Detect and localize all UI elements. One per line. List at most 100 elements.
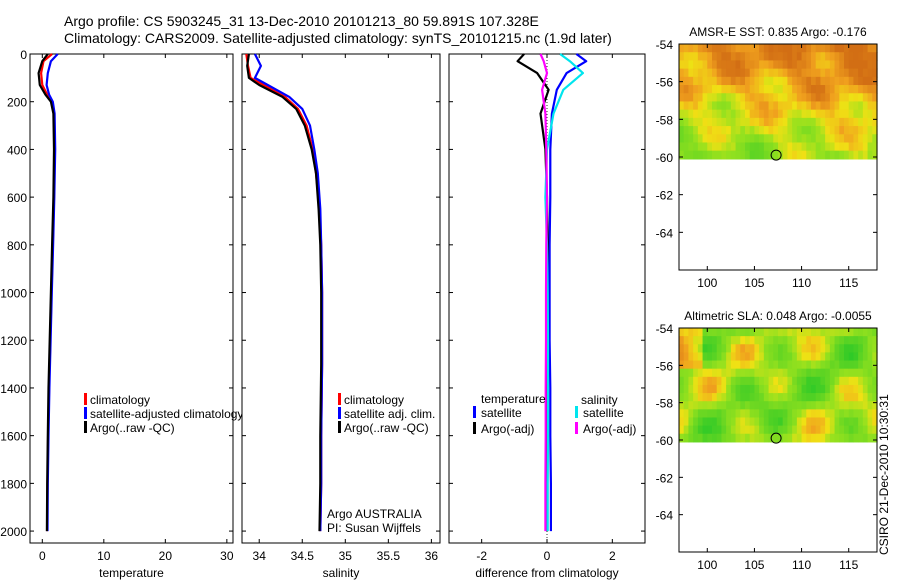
sla_map-cell [716, 328, 723, 337]
sst_map-cell [735, 93, 741, 103]
sla_map-cell [839, 344, 845, 353]
sla_map-argo-marker [770, 432, 782, 444]
sst_map-cell [839, 93, 845, 103]
sst_map-cell [702, 68, 708, 78]
sst_map-cell [773, 85, 779, 94]
legend-salinity-label: satellite [583, 406, 624, 420]
sst_map-cell [726, 109, 732, 119]
sst_map-cell [834, 109, 840, 119]
salinity-legend-swatch [338, 407, 341, 419]
sla_map-cell [820, 393, 826, 402]
sla_map-cell [815, 401, 822, 410]
sst_map-cell [763, 52, 770, 62]
sst_map-cell [862, 109, 869, 119]
sla_map-xtick-label: 115 [839, 558, 858, 572]
sst_map-cell [839, 117, 845, 127]
sst_map-cell [862, 126, 869, 135]
sst_map-cell [730, 93, 737, 103]
sla_map-cell [693, 433, 699, 443]
sst_map-cell [867, 68, 873, 78]
sst_map-cell [716, 101, 723, 111]
sst_map-cell [820, 142, 826, 152]
sst_map-cell [796, 52, 803, 62]
sla_map-cell [829, 401, 836, 410]
sla_map-cell [829, 328, 836, 337]
sst_map-ytick-label: -64 [656, 226, 674, 240]
sst_map-cell [740, 150, 746, 160]
sla_map-cell [801, 393, 807, 402]
sst_map-cell [848, 126, 855, 135]
sst_map-cell [688, 117, 694, 127]
sst_map-cell [730, 85, 737, 94]
sst_map-cell [730, 76, 737, 86]
sst_map-cell [825, 134, 831, 144]
sst_map-cell [712, 109, 718, 119]
sla_map-cell [787, 352, 793, 362]
sst_map-cell [844, 150, 850, 160]
sla_map-cell [754, 352, 760, 362]
sla_map-cell [829, 384, 836, 394]
sst_map-cell [867, 52, 873, 62]
sst_map-cell [712, 76, 718, 86]
sst_map-cell [773, 44, 779, 53]
sst_map-cell [726, 68, 732, 78]
sla_map-cell [759, 384, 765, 394]
sla_map-cell [787, 376, 793, 386]
sst_map-cell [811, 142, 817, 152]
sst_map-cell [806, 117, 812, 127]
sla_map-cell [768, 328, 774, 337]
sla_map-cell [858, 328, 864, 337]
sst_map-cell [787, 126, 793, 135]
sst_map-cell [815, 134, 822, 144]
sla_map-cell [697, 393, 704, 402]
sla_map-cell [796, 352, 803, 362]
sla_map-cell [801, 384, 807, 394]
sla_map-cell [716, 384, 723, 394]
sst_map-cell [792, 44, 798, 53]
sla_map-cell [749, 384, 756, 394]
temperature-legend-swatch [84, 421, 87, 433]
sla_map-cell [721, 352, 727, 362]
sla_map-cell [745, 393, 751, 402]
sst_map-cell [872, 85, 878, 94]
sst_map-cell [792, 109, 798, 119]
sst_map-cell [787, 117, 793, 127]
sst_map-cell [773, 68, 779, 78]
sla_map-cell [730, 384, 737, 394]
sst_map-cell [730, 109, 737, 119]
sst_map-cell [716, 142, 723, 152]
sst_map-cell [787, 142, 793, 152]
sla_map-cell [721, 368, 727, 378]
sst_map-cell [693, 52, 699, 62]
sla_map-cell [782, 360, 789, 370]
sla_map-cell [726, 393, 732, 402]
sla_map-cell [787, 384, 793, 394]
sla_map-cell [749, 368, 756, 378]
sst_map-cell [759, 109, 765, 119]
sst_map-cell [693, 93, 699, 103]
sst_map-cell [749, 52, 756, 62]
sla_map-cell [773, 409, 779, 419]
sst_map-cell [740, 126, 746, 135]
sla_map-cell [683, 384, 690, 394]
sla_map-cell [872, 409, 878, 419]
sla_map-cell [707, 376, 713, 386]
sla_map-cell [867, 409, 873, 419]
sla_map-cell [787, 433, 793, 443]
sla_map-cell [792, 344, 798, 353]
sla_map-cell [867, 384, 873, 394]
sst_map-cell [787, 76, 793, 86]
sst_map-cell [844, 93, 850, 103]
sst_map-cell [778, 101, 784, 111]
sla_map-cell [858, 425, 864, 435]
sla_map-cell [844, 409, 850, 419]
sst_map-cell [839, 150, 845, 160]
sst_map-cell [773, 101, 779, 111]
sst_map-cell [712, 60, 718, 70]
sla_map-cell [848, 409, 855, 419]
sst_map-cell [730, 44, 737, 53]
sla_map-cell [688, 409, 694, 419]
sst_map-cell [716, 126, 723, 135]
sla_map-cell [740, 417, 746, 427]
sla_map-cell [820, 368, 826, 378]
